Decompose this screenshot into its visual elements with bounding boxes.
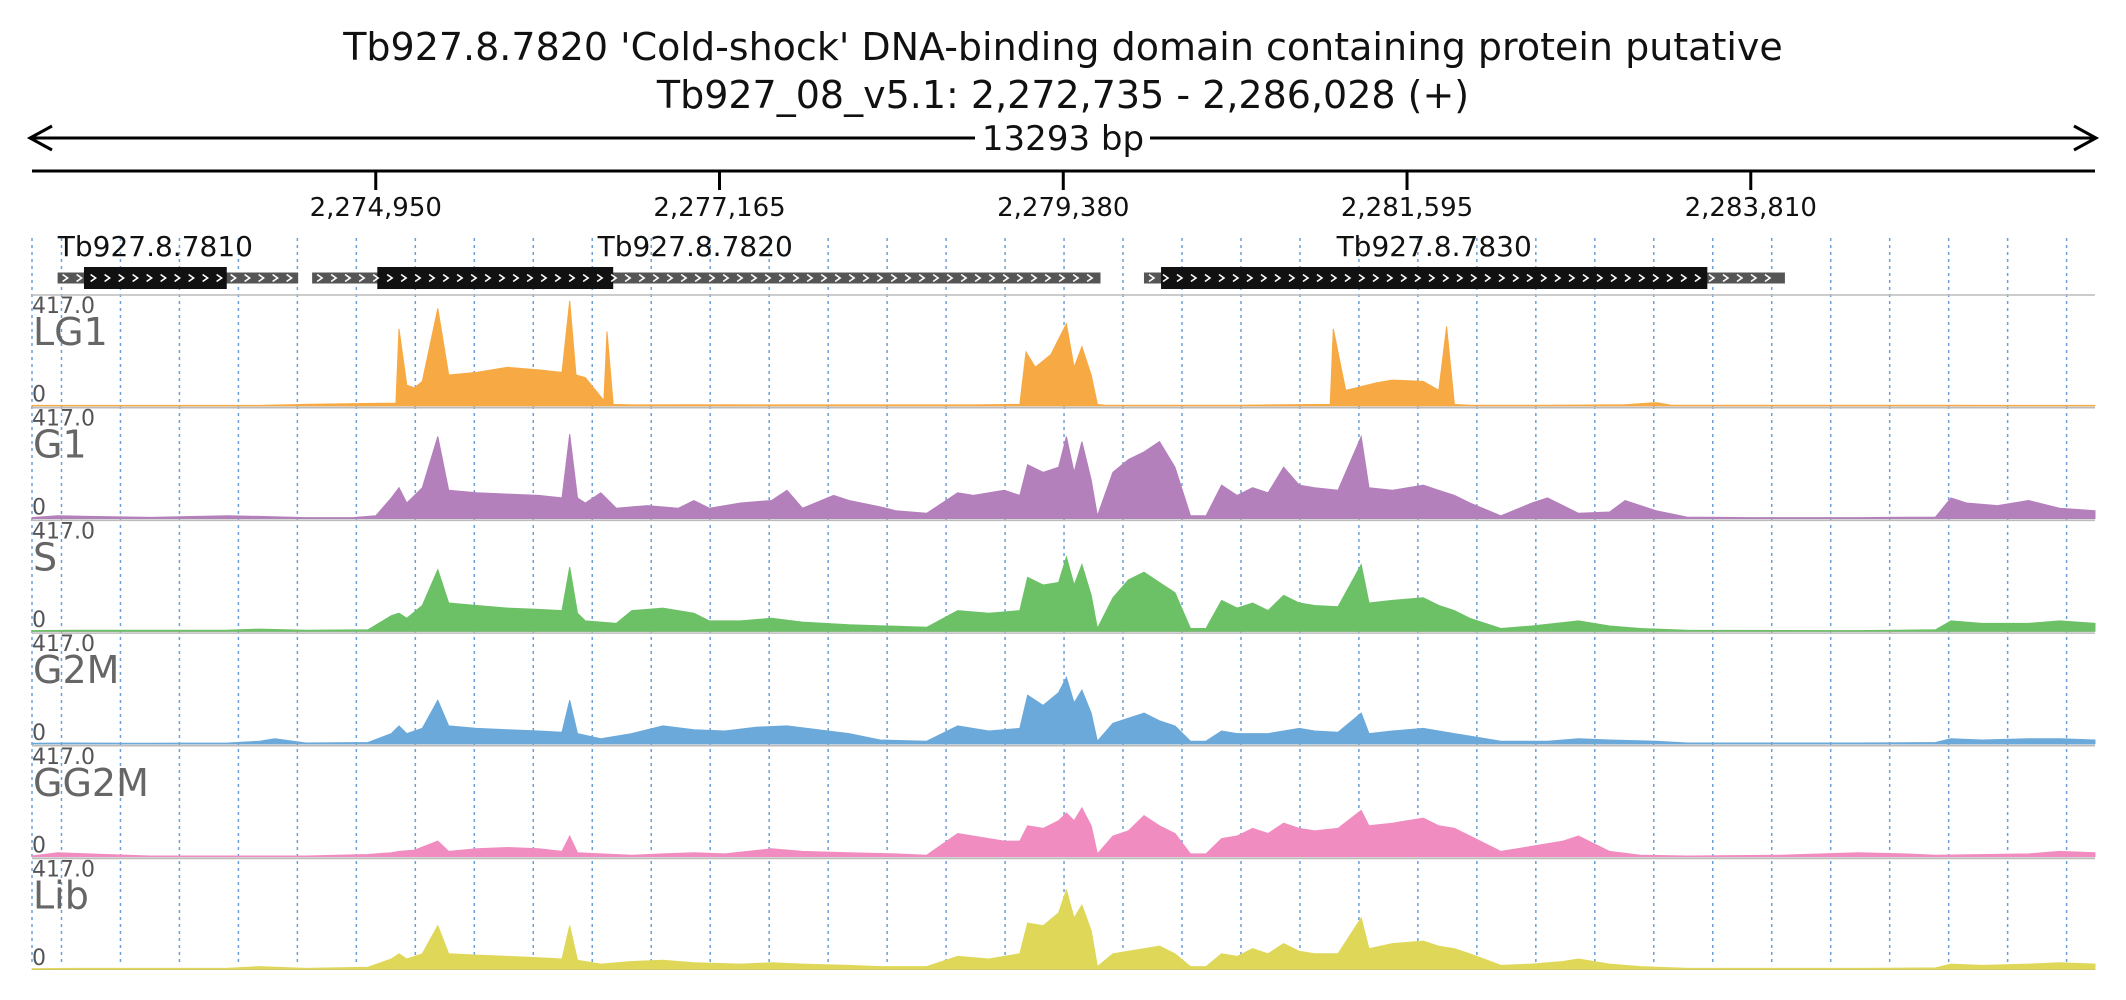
track-name: G2M [33,648,119,692]
gene-model: Tb927.8.7810 [57,230,298,289]
coverage-area [32,677,2095,744]
x-tick-label: 2,283,810 [1685,193,1817,223]
x-tick-label: 2,279,380 [997,193,1129,223]
x-tick-label: 2,281,595 [1341,193,1473,223]
gene-model: Tb927.8.7830 [1144,230,1785,289]
gene-label: Tb927.8.7810 [57,230,253,263]
chart-title: Tb927.8.7820 'Cold-shock' DNA-binding do… [342,25,1783,69]
span-indicator: 13293 bp [30,119,2096,159]
x-axis-ticks: 2,274,950 2,277,165 2,279,380 2,281,595 2,28… [310,171,1817,223]
chart-subtitle: Tb927_08_v5.1: 2,272,735 - 2,286,028 (+) [656,73,1469,117]
gene-track: Tb927.8.7810 Tb927.8.7820 Tb927.8.7830 [57,230,1785,289]
track-min-label: 0 [32,946,46,971]
coverage-area [32,557,2095,631]
gene-cds-bar [377,267,613,289]
gene-model: Tb927.8.7820 [312,230,1100,289]
coverage-track: 417.0S0 [32,519,2095,633]
track-min-label: 0 [32,834,46,859]
track-min-label: 0 [32,608,46,633]
track-name: S [33,535,57,579]
track-min-label: 0 [32,721,46,746]
track-min-label: 0 [32,495,46,520]
x-tick-label: 2,274,950 [310,193,442,223]
gene-cds-bar [84,267,227,289]
track-name: GG2M [33,761,149,805]
coverage-area [32,890,2095,969]
track-name: Lib [33,874,89,918]
gene-label: Tb927.8.7830 [1336,230,1532,263]
coverage-area [32,434,2095,518]
span-label: 13293 bp [982,119,1144,159]
track-name: LG1 [33,310,108,354]
gene-label: Tb927.8.7820 [597,230,793,263]
coverage-track: 417.0G1 0 [32,407,2095,521]
x-tick-label: 2,277,165 [653,193,785,223]
coverage-area [32,808,2095,857]
track-name: G1 [33,423,87,467]
track-min-label: 0 [32,383,46,408]
